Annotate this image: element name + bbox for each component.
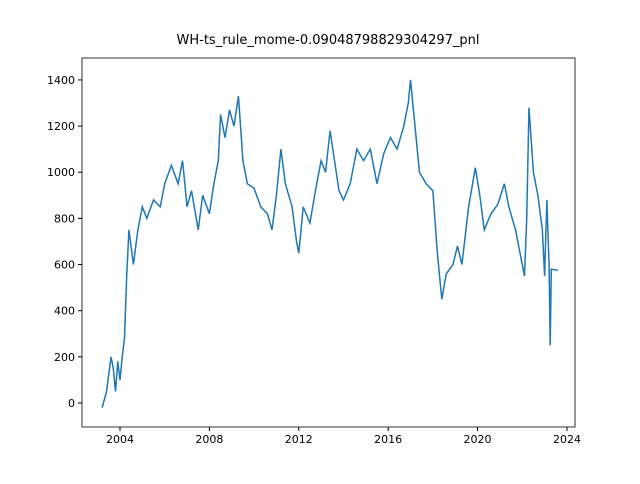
y-tick-label: 1200 — [47, 120, 75, 133]
y-tick-label: 400 — [54, 305, 75, 318]
chart-title: WH-ts_rule_mome-0.09048798829304297_pnl — [177, 33, 480, 48]
plot-frame — [81, 57, 576, 428]
y-tick-label: 200 — [54, 351, 75, 364]
line — [101, 79, 559, 408]
x-tick-label: 2004 — [106, 433, 134, 446]
y-tick-label: 1000 — [47, 166, 75, 179]
x-tick-label: 2020 — [464, 433, 492, 446]
y-tick-label: 600 — [54, 259, 75, 272]
x-tick-label: 2012 — [285, 433, 313, 446]
x-tick-label: 2008 — [195, 433, 223, 446]
y-tick-label: 800 — [54, 212, 75, 225]
y-tick-label: 1400 — [47, 74, 75, 87]
x-tick-label: 2024 — [553, 433, 581, 446]
x-tick-label: 2016 — [374, 433, 402, 446]
y-tick-label: 0 — [68, 397, 75, 410]
